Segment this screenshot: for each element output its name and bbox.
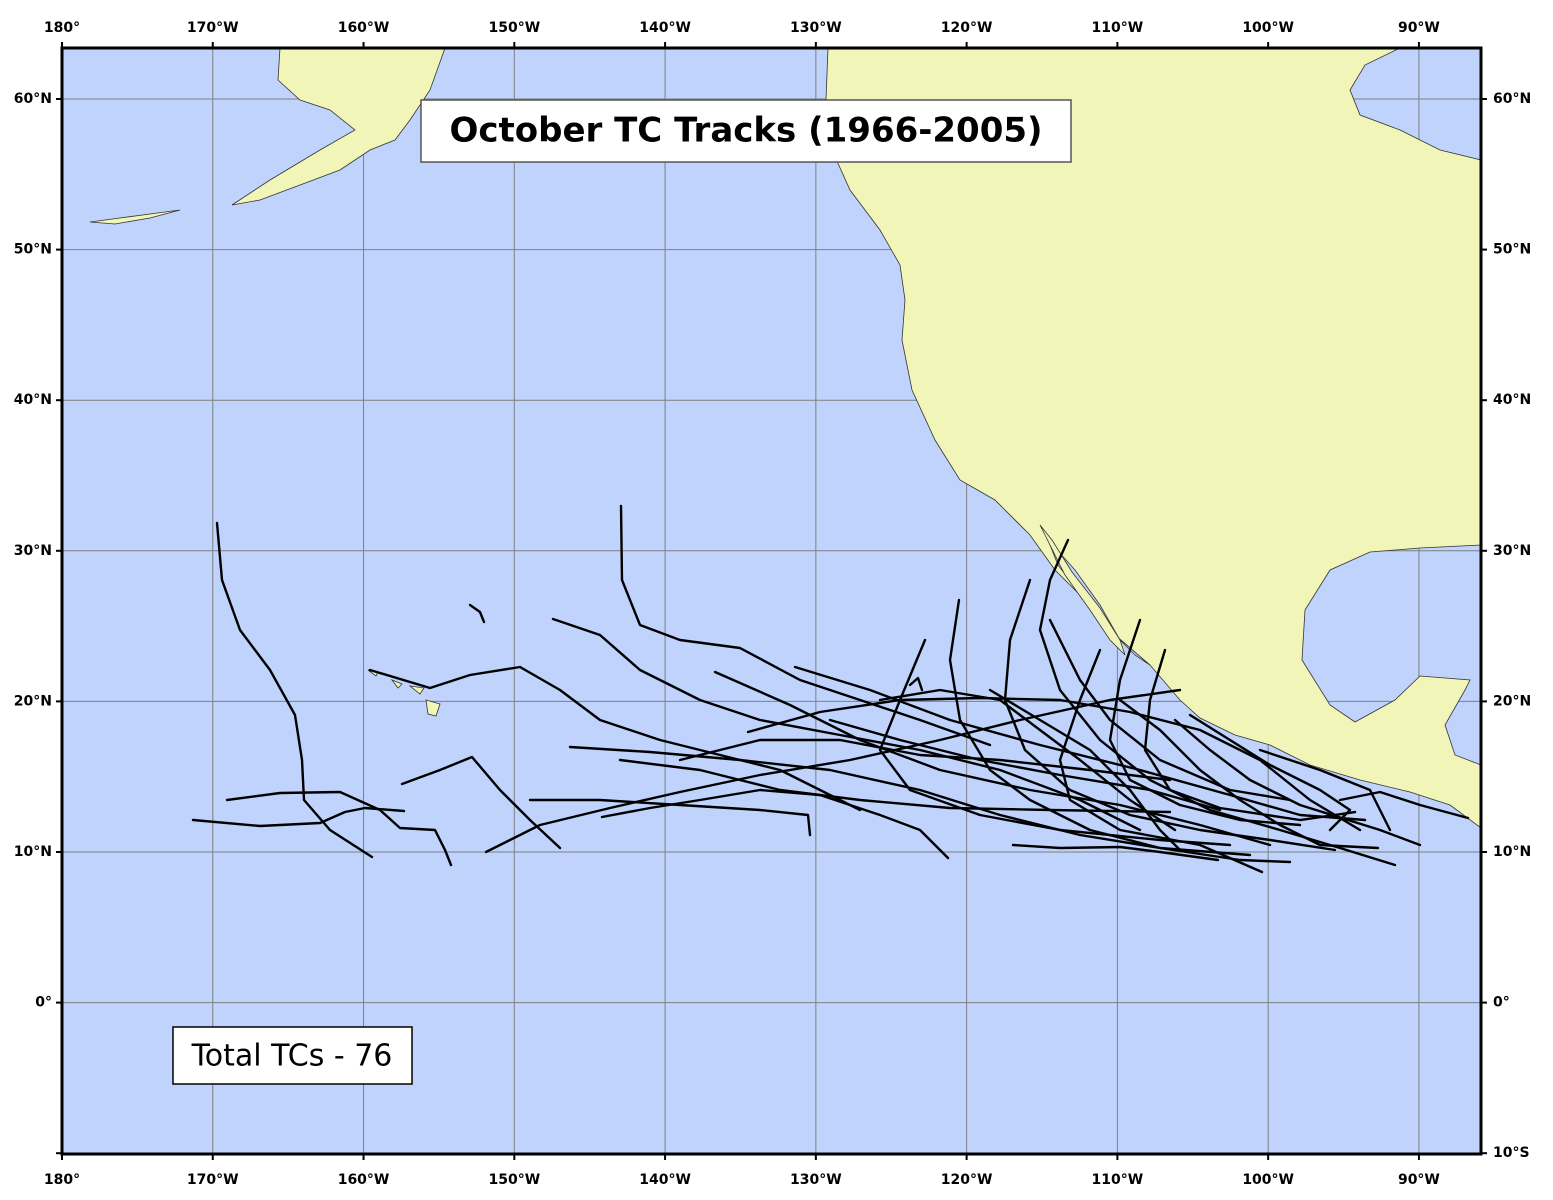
- title-box: [420, 99, 1072, 163]
- tc-track: [568, 745, 1252, 857]
- tc-track: [908, 676, 924, 692]
- tc-track: [368, 665, 862, 812]
- lon-label-top: 120°W: [941, 20, 993, 36]
- aleutians: [89, 209, 181, 225]
- lon-label-top: 100°W: [1242, 20, 1294, 36]
- lon-label-bottom: 160°W: [338, 1172, 390, 1188]
- lon-label-top: 140°W: [639, 20, 691, 36]
- tc-track: [1188, 713, 1352, 832]
- lat-label-right: 0°: [1493, 995, 1510, 1011]
- tc-track: [1173, 718, 1422, 847]
- tc-track: [600, 788, 950, 860]
- tc-track: [528, 798, 812, 837]
- lon-label-bottom: 170°W: [187, 1172, 239, 1188]
- tc-track: [793, 665, 1367, 822]
- lon-label-bottom: 110°W: [1092, 1172, 1144, 1188]
- tc-track: [948, 598, 1292, 864]
- tc-track: [878, 638, 1232, 847]
- tc-track: [1058, 648, 1264, 874]
- lat-label-left: 50°N: [14, 242, 52, 258]
- lat-label-left: 20°N: [14, 693, 52, 709]
- lat-label-right: 60°N: [1493, 91, 1531, 107]
- map-frame: [60, 46, 1483, 1156]
- tc-track: [1143, 648, 1357, 822]
- lon-label-top: 160°W: [338, 20, 390, 36]
- lon-label-top: 180°: [44, 20, 80, 36]
- tc-track: [1048, 618, 1292, 802]
- tc-track: [1118, 698, 1380, 850]
- lat-label-right: 20°N: [1493, 693, 1531, 709]
- lat-label-left: 30°N: [14, 543, 52, 559]
- tc-track: [1003, 578, 1337, 852]
- lat-label-right: 50°N: [1493, 242, 1531, 258]
- tc-track: [1011, 843, 1220, 862]
- tc-track: [215, 521, 374, 859]
- tc-track: [619, 504, 992, 747]
- tc-track: [191, 806, 406, 828]
- map-title: October TC Tracks (1966-2005): [449, 111, 1042, 151]
- tc-track: [1108, 618, 1302, 827]
- lon-label-top: 170°W: [187, 20, 239, 36]
- tc-track: [1258, 748, 1392, 832]
- tc-tracks: [191, 504, 1470, 874]
- lon-label-top: 150°W: [488, 20, 540, 36]
- lat-label-right: 10°S: [1493, 1145, 1530, 1161]
- total-label: Total TCs - 76: [191, 1039, 393, 1074]
- lon-label-bottom: 150°W: [488, 1172, 540, 1188]
- lon-label-bottom: 140°W: [639, 1172, 691, 1188]
- tc-track: [1338, 790, 1470, 820]
- tc-track: [878, 688, 1177, 832]
- lon-label-bottom: 100°W: [1242, 1172, 1294, 1188]
- tc-track: [828, 718, 1222, 812]
- lon-label-top: 110°W: [1092, 20, 1144, 36]
- tc-track: [225, 790, 453, 867]
- tc-track: [400, 755, 562, 850]
- lat-label-left: 60°N: [14, 91, 52, 107]
- lon-label-top: 130°W: [790, 20, 842, 36]
- lat-label-right: 10°N: [1493, 844, 1531, 860]
- tc-track: [746, 696, 1362, 832]
- lon-label-top: 90°W: [1398, 20, 1440, 36]
- tc-track: [551, 617, 1142, 832]
- lon-label-bottom: 180°: [44, 1172, 80, 1188]
- lon-label-bottom: 120°W: [941, 1172, 993, 1188]
- alaska: [231, 47, 446, 206]
- hawaii: [367, 669, 441, 717]
- lat-label-right: 30°N: [1493, 543, 1531, 559]
- tc-track: [713, 670, 1272, 847]
- lat-label-left: 0°: [35, 995, 52, 1011]
- tc-track: [988, 688, 1182, 852]
- lon-label-bottom: 90°W: [1398, 1172, 1440, 1188]
- tc-track: [678, 738, 1172, 782]
- lat-label-right: 40°N: [1493, 392, 1531, 408]
- lat-label-left: 40°N: [14, 392, 52, 408]
- lon-label-bottom: 130°W: [790, 1172, 842, 1188]
- lat-label-left: 10°N: [14, 844, 52, 860]
- tc-track: [468, 603, 486, 624]
- total-box: [172, 1026, 413, 1085]
